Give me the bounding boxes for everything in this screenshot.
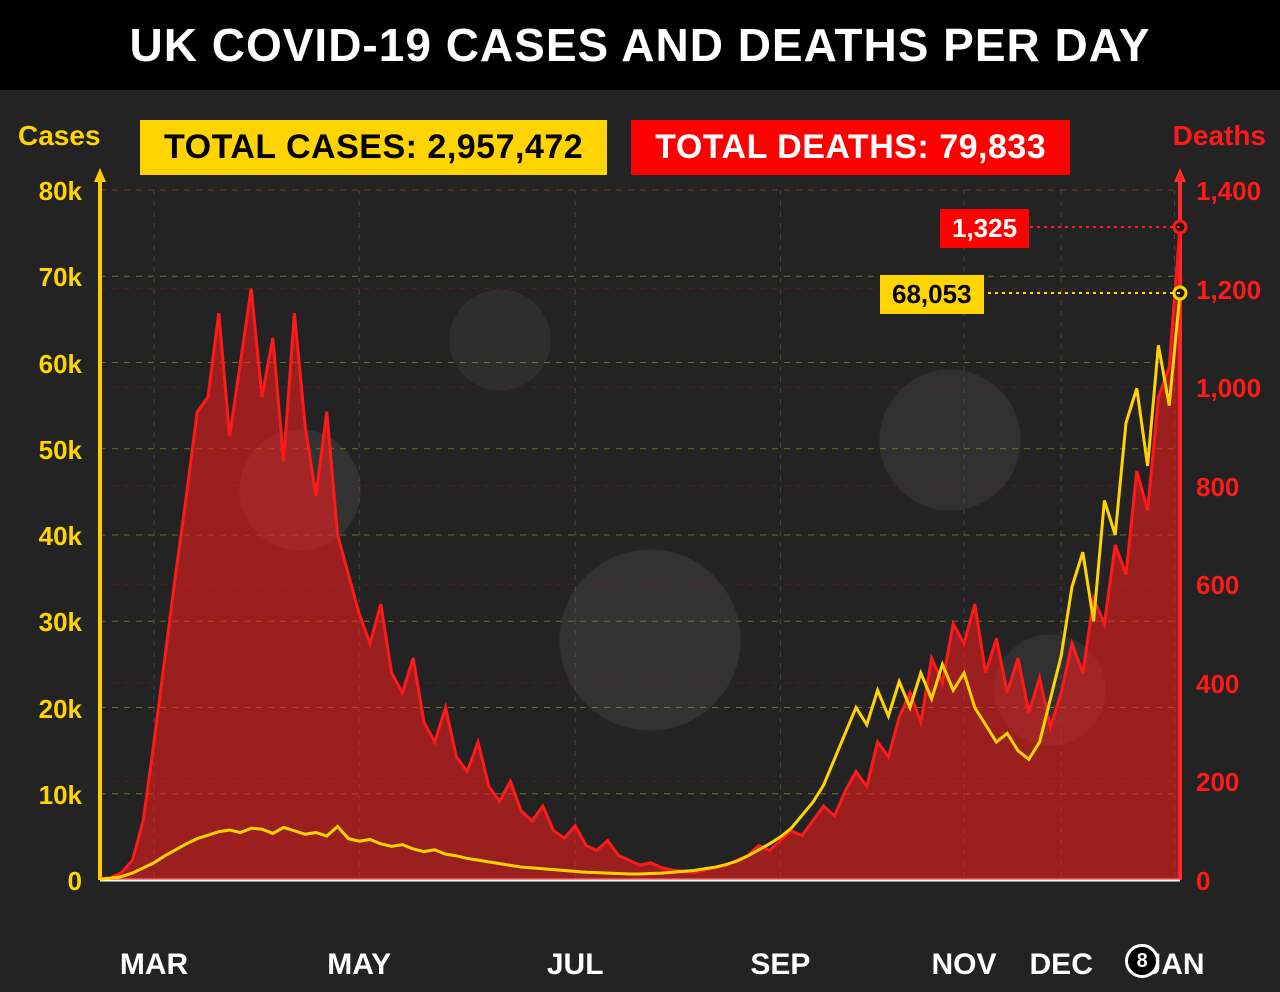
- y-right-tick: 1,000: [1196, 373, 1266, 404]
- y-right-tick: 400: [1196, 669, 1266, 700]
- cases-callout: 68,053: [880, 275, 984, 314]
- x-tick: JUL: [547, 948, 604, 982]
- y-left-tick: 30k: [22, 607, 82, 638]
- x-tick: MAR: [120, 948, 188, 982]
- y-right-tick: 1,400: [1196, 176, 1266, 207]
- y-left-tick: 0: [22, 866, 82, 897]
- totals-row: TOTAL CASES: 2,957,472 TOTAL DEATHS: 79,…: [140, 120, 1070, 175]
- y-right-tick: 800: [1196, 472, 1266, 503]
- y-left-tick: 10k: [22, 780, 82, 811]
- total-deaths-box: TOTAL DEATHS: 79,833: [631, 120, 1070, 175]
- x-tick: DEC: [1030, 948, 1093, 982]
- y-right-tick: 1,200: [1196, 275, 1266, 306]
- chart-area: Cases Deaths TOTAL CASES: 2,957,472 TOTA…: [0, 90, 1280, 992]
- y-left-tick: 70k: [22, 262, 82, 293]
- y-left-tick: 60k: [22, 349, 82, 380]
- page-title: UK COVID-19 CASES AND DEATHS PER DAY: [0, 0, 1280, 90]
- total-cases-box: TOTAL CASES: 2,957,472: [140, 120, 607, 175]
- date-marker: 8: [1125, 944, 1159, 978]
- x-tick: NOV: [931, 948, 996, 982]
- y-right-tick: 200: [1196, 767, 1266, 798]
- y-right-tick: 600: [1196, 570, 1266, 601]
- y-left-tick: 80k: [22, 176, 82, 207]
- y-left-tick: 40k: [22, 521, 82, 552]
- deaths-callout: 1,325: [940, 209, 1029, 248]
- chart-svg: [0, 90, 1280, 992]
- y-left-tick: 20k: [22, 694, 82, 725]
- x-tick: MAY: [327, 948, 391, 982]
- x-tick: SEP: [750, 948, 810, 982]
- y-right-tick: 0: [1196, 866, 1266, 897]
- y-left-tick: 50k: [22, 435, 82, 466]
